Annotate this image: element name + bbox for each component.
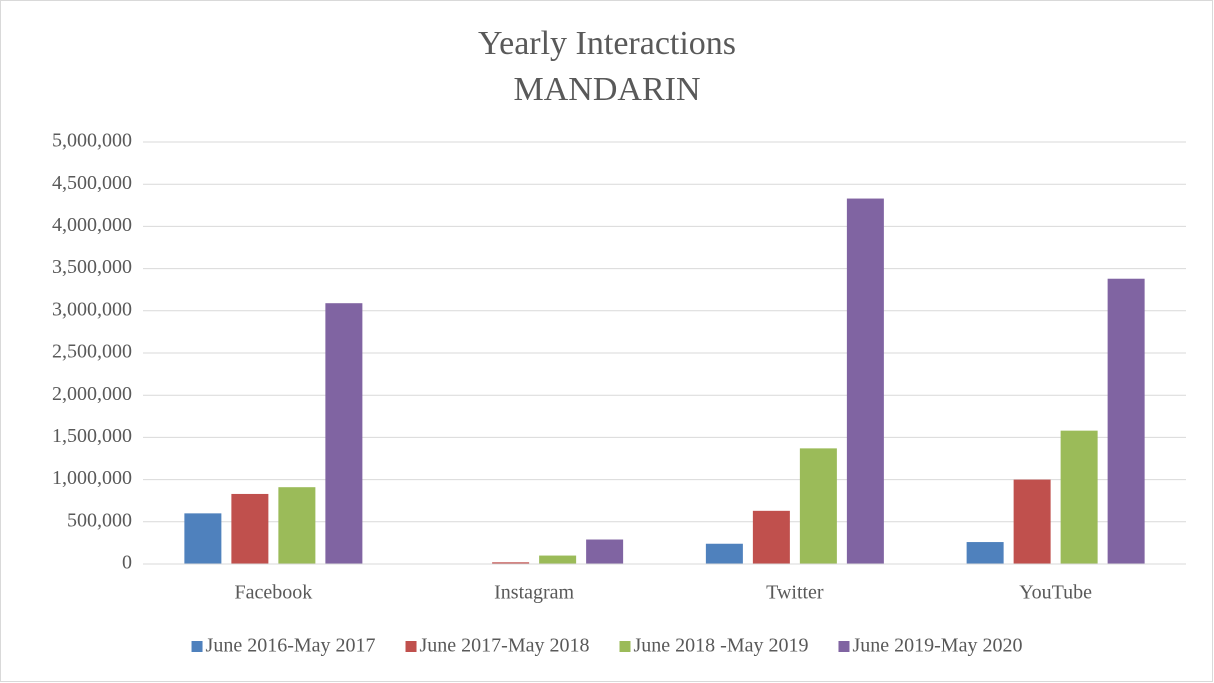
y-tick-label: 0 <box>122 552 132 574</box>
x-tick-label: Facebook <box>234 582 312 604</box>
bar <box>325 303 363 564</box>
x-tick-label: Twitter <box>766 582 824 604</box>
y-tick-label: 4,500,000 <box>52 172 132 194</box>
legend-swatch <box>191 641 203 652</box>
y-tick-label: 5,000,000 <box>52 130 132 152</box>
chart-title: Yearly Interactions <box>478 25 736 62</box>
bar <box>752 510 790 564</box>
chart-subtitle: MANDARIN <box>514 71 701 108</box>
y-tick-label: 2,000,000 <box>52 383 132 405</box>
legend-label: June 2017-May 2018 <box>420 635 590 657</box>
bar <box>846 198 884 564</box>
bar <box>231 493 269 564</box>
x-tick-label: Instagram <box>494 582 574 604</box>
legend-swatch <box>405 641 417 652</box>
bar <box>492 562 530 564</box>
y-tick-label: 1,000,000 <box>52 467 132 489</box>
bar <box>1107 278 1145 564</box>
legend-swatch <box>619 641 631 652</box>
bar <box>799 448 837 564</box>
legend-label: June 2018 -May 2019 <box>634 635 809 657</box>
y-tick-label: 3,000,000 <box>52 298 132 320</box>
legend-swatch <box>838 641 850 652</box>
bar <box>966 542 1004 564</box>
bar <box>1013 479 1051 564</box>
bar <box>184 513 222 564</box>
y-tick-label: 1,500,000 <box>52 425 132 447</box>
legend-label: June 2019-May 2020 <box>852 635 1022 657</box>
bar <box>539 555 577 564</box>
legend-label: June 2016-May 2017 <box>206 635 376 657</box>
y-tick-label: 3,500,000 <box>52 256 132 278</box>
bar <box>586 539 624 564</box>
y-tick-label: 500,000 <box>67 509 132 531</box>
y-tick-label: 4,000,000 <box>52 214 132 236</box>
bar <box>705 543 743 564</box>
x-tick-label: YouTube <box>1019 582 1092 604</box>
bar <box>278 487 316 564</box>
bar <box>1060 430 1098 564</box>
y-tick-label: 2,500,000 <box>52 341 132 363</box>
